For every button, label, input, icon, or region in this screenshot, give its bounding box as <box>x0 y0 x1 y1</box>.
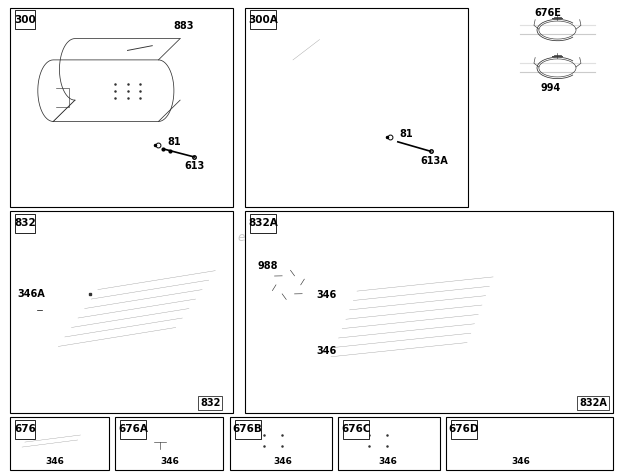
Text: 300: 300 <box>14 15 36 25</box>
Bar <box>338 418 440 470</box>
Bar <box>451 420 477 439</box>
Bar <box>15 420 35 439</box>
Text: 994: 994 <box>540 83 560 93</box>
Polygon shape <box>467 280 492 302</box>
Text: 676A: 676A <box>118 424 148 434</box>
Text: 676E: 676E <box>534 8 561 18</box>
Text: 832A: 832A <box>248 218 278 228</box>
Text: 346: 346 <box>161 456 179 466</box>
Bar <box>10 8 232 207</box>
Bar <box>343 420 369 439</box>
Text: 613A: 613A <box>420 156 448 166</box>
Text: 81: 81 <box>400 129 414 139</box>
Bar <box>229 418 332 470</box>
Text: 832A: 832A <box>579 398 607 408</box>
Text: 346A: 346A <box>17 289 45 299</box>
Bar <box>446 418 613 470</box>
Text: 988: 988 <box>257 261 278 271</box>
Bar <box>250 214 276 233</box>
Bar <box>245 8 467 207</box>
Text: 676C: 676C <box>341 424 371 434</box>
Text: 832: 832 <box>14 218 36 228</box>
Polygon shape <box>335 271 375 283</box>
Text: 346: 346 <box>316 346 337 356</box>
Text: 346: 346 <box>511 456 530 466</box>
Polygon shape <box>78 287 109 316</box>
Text: 883: 883 <box>173 21 193 31</box>
Text: eReplacementParts.com: eReplacementParts.com <box>238 231 382 244</box>
Bar <box>120 420 146 439</box>
Text: 676: 676 <box>14 424 36 434</box>
Bar <box>115 418 223 470</box>
Bar <box>10 418 109 470</box>
Ellipse shape <box>501 435 515 444</box>
Text: 346: 346 <box>378 456 397 466</box>
Bar <box>245 211 613 413</box>
Bar <box>234 420 260 439</box>
Text: 300A: 300A <box>248 15 278 25</box>
Text: 832: 832 <box>200 398 220 408</box>
Text: 676B: 676B <box>232 424 262 434</box>
Text: 81: 81 <box>168 137 181 147</box>
Bar <box>10 211 232 413</box>
Text: 613: 613 <box>184 161 205 171</box>
Bar <box>250 10 276 29</box>
Ellipse shape <box>495 430 527 451</box>
Text: 346: 346 <box>273 456 292 466</box>
Text: 346: 346 <box>45 456 64 466</box>
Bar <box>15 214 35 233</box>
Bar <box>15 10 35 29</box>
Text: 346: 346 <box>316 290 337 300</box>
Text: 676D: 676D <box>449 424 479 434</box>
